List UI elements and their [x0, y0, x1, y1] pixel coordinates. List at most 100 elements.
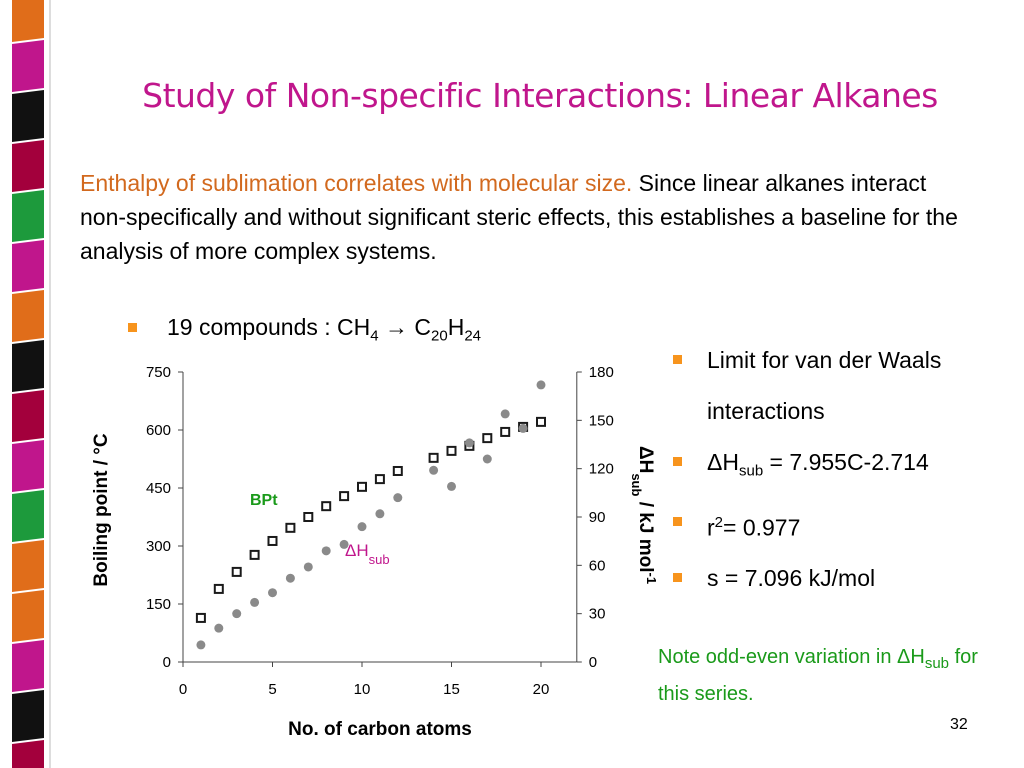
x-tick-label: 0 [179, 681, 187, 698]
point [375, 509, 385, 519]
point [321, 501, 332, 512]
y2-tick-label: 120 [589, 461, 614, 478]
bullet-marker [673, 516, 682, 526]
y2-label-part: sub [630, 473, 645, 496]
y-tick-label: 300 [146, 538, 171, 555]
bullet: 19 compounds : CH4 → C20H24 [128, 314, 481, 345]
stripe [12, 640, 44, 692]
series-label-part: sub [369, 552, 390, 567]
point [267, 535, 278, 546]
body-text: Since linear alkanes interact non-specif… [80, 170, 958, 264]
bullet-part: 19 compounds : CH [167, 314, 371, 340]
stripe [12, 290, 44, 342]
point [321, 546, 331, 556]
point [196, 640, 206, 650]
point [392, 465, 403, 476]
point [500, 409, 510, 419]
point [195, 612, 206, 623]
y2-tick-label: 150 [589, 412, 614, 429]
series-label: BPt [250, 492, 278, 509]
stripe [12, 490, 44, 542]
decoration [12, 0, 51, 768]
footnote-part: Note odd-even variation in ΔH [658, 646, 925, 668]
footnote-part: for this series. [658, 646, 978, 705]
point [447, 481, 456, 491]
point [249, 549, 260, 560]
x-tick-label: 10 [354, 681, 371, 698]
stripe [12, 690, 44, 742]
point [303, 512, 314, 522]
point [357, 481, 367, 492]
y-tick-label: 600 [146, 422, 171, 439]
point [518, 423, 528, 433]
y-tick-label: 750 [146, 364, 171, 381]
bullet-marker [673, 355, 682, 364]
stripe [12, 390, 44, 442]
point [464, 438, 474, 448]
stripe [12, 240, 44, 292]
point [213, 583, 224, 594]
x-axis-label: No. of carbon atoms [288, 719, 472, 740]
stripe [12, 40, 44, 92]
bullet-part: → C [378, 314, 432, 340]
bullet-part: 24 [464, 327, 482, 345]
stripe [12, 340, 44, 392]
slide-title: Study of Non-specific Interactions: Line… [142, 76, 938, 115]
bullet-part: H [447, 314, 465, 340]
point [303, 562, 313, 572]
bullet-marker [673, 573, 682, 583]
point [482, 454, 492, 464]
point [536, 380, 546, 390]
x-tick-label: 5 [268, 681, 276, 698]
bullet-part: 4 [370, 327, 379, 345]
stripe [12, 540, 44, 592]
point [482, 433, 493, 444]
point [339, 539, 349, 549]
note-text: Limit for van der Waals interactions [707, 347, 942, 424]
x-tick-label: 20 [533, 681, 550, 698]
note: Limit for van der Waals interactions [670, 335, 960, 437]
note-text: s = 7.096 kJ/mol [707, 565, 876, 592]
series-label: ΔHsub [345, 541, 390, 567]
y2-tick-label: 60 [589, 557, 606, 574]
point [500, 426, 511, 437]
intro-text: Enthalpy of sublimation correlates with … [80, 166, 960, 268]
stripe [12, 190, 44, 242]
note-text: = 7.955C-2.714 [763, 449, 929, 475]
y2-tick-label: 0 [589, 654, 597, 671]
point [357, 522, 367, 532]
point [536, 416, 546, 427]
stripe [12, 590, 44, 642]
point [231, 566, 242, 577]
point [232, 609, 242, 619]
y2-axis-label: ΔHsub / kJ mol-1 [630, 446, 660, 584]
y2-label-part: ΔH [635, 446, 656, 473]
bullet-marker [673, 457, 682, 466]
point [428, 452, 439, 463]
bullet-part: 20 [431, 327, 448, 345]
y2-label-part: / kJ mol [635, 496, 656, 572]
series-label-part: ΔH [345, 541, 369, 560]
stripe [12, 0, 44, 42]
point [268, 588, 277, 598]
point [446, 445, 457, 456]
point [339, 491, 350, 502]
x-tick-label: 15 [443, 681, 460, 698]
stripe [12, 90, 44, 142]
point [393, 493, 403, 503]
note-text: = 0.977 [723, 514, 801, 541]
note: ΔHsub = 7.955C-2.714 [670, 437, 960, 497]
note-text: r [707, 514, 715, 541]
bullet-marker [128, 323, 137, 332]
y2-label-part: -1 [645, 572, 660, 584]
note: r2= 0.977 [670, 497, 960, 554]
stripe [12, 140, 44, 192]
y-axis-label: Boiling point / °C [91, 433, 112, 587]
note-text: 2 [714, 513, 724, 531]
stripe [12, 440, 44, 492]
point [285, 573, 295, 583]
y-tick-label: 0 [163, 654, 171, 671]
point [429, 465, 439, 475]
stripe [12, 740, 44, 768]
